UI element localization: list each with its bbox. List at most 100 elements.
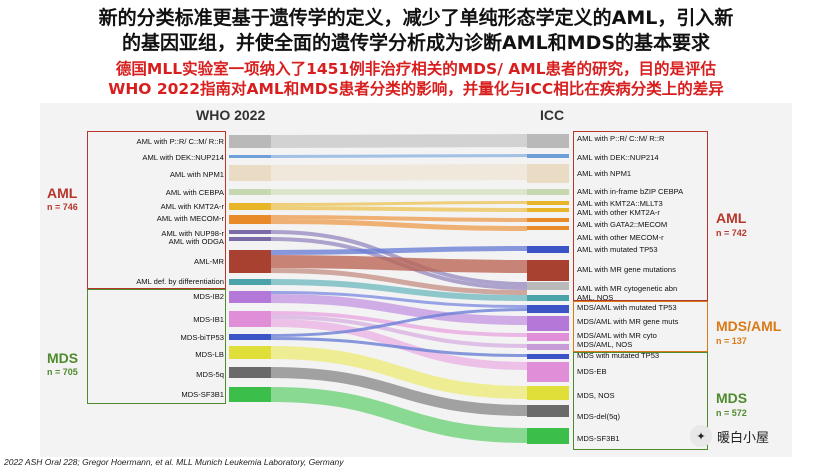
icc-mds-group-count: n = 572 xyxy=(716,408,747,418)
who-node-bar xyxy=(229,215,271,224)
icc-node-bar xyxy=(527,428,569,444)
who-node-label: MDS-LB xyxy=(195,350,224,359)
icc-node-label: AML with KMT2A::MLLT3 xyxy=(577,199,663,208)
icc-node-bar xyxy=(527,164,569,183)
icc-node-bar xyxy=(527,134,569,148)
icc-node-label: MDS-del(5q) xyxy=(577,412,621,421)
icc-node-bar xyxy=(527,405,569,417)
sankey-flow xyxy=(270,367,528,416)
who-aml-group-count: n = 746 xyxy=(47,202,78,212)
sankey-flow xyxy=(270,291,528,308)
icc-mdsaml-group-box xyxy=(573,301,708,352)
brand-watermark: ✦ 暖白小屋 xyxy=(690,425,769,447)
slide-subtitle-line2: WHO 2022指南对AML和MDS患者分类的影响，并量化与ICC相比在疾病分类… xyxy=(108,80,724,98)
icc-node-bar xyxy=(527,246,569,253)
icc-node-label: AML with NPM1 xyxy=(577,169,632,178)
brand-text: 暖白小屋 xyxy=(717,429,770,445)
sankey-flow xyxy=(270,294,528,325)
icc-node-bar xyxy=(527,226,569,230)
who-node-bar xyxy=(229,346,271,359)
icc-mds-group-name: MDS xyxy=(716,390,748,406)
sankey-flow xyxy=(270,279,528,301)
who-node-bar xyxy=(229,237,271,241)
icc-node-bar xyxy=(527,189,569,195)
slide-title-line1: 新的分类标准更基于遗传学的定义，减少了单纯形态学定义的AML，引入新 xyxy=(98,7,734,29)
who-node-bar xyxy=(229,189,271,195)
icc-aml-group-box xyxy=(573,131,708,301)
icc-node-label: MDS/AML, NOS xyxy=(577,340,633,349)
citation-footer: 2022 ASH Oral 228; Gregor Hoermann, et a… xyxy=(4,457,344,467)
sankey-flow xyxy=(270,268,528,295)
who-node-label: AML with ODGA xyxy=(168,237,224,246)
icc-node-bar xyxy=(527,260,569,281)
icc-node-bar xyxy=(527,208,569,212)
icc-node-bar xyxy=(527,305,569,313)
icc-node-bar xyxy=(527,218,569,222)
icc-column-heading: ICC xyxy=(540,107,565,123)
icc-node-bar xyxy=(527,344,569,350)
who-node-label: AML with KMT2A-r xyxy=(160,202,224,211)
icc-node-label: AML with other KMT2A-r xyxy=(577,208,660,217)
who-node-label: MDS-SF3B1 xyxy=(181,390,224,399)
icc-node-bar xyxy=(527,386,569,400)
who-node-label: AML with DEK::NUP214 xyxy=(142,153,224,162)
who-node-bar xyxy=(229,250,271,273)
icc-node-label: AML with MR cytogenetic abn xyxy=(577,284,678,293)
who-node-label: MDS-biTP53 xyxy=(180,333,224,342)
sankey-flow xyxy=(270,387,528,443)
who-node-bar xyxy=(229,230,271,234)
sankey-flow xyxy=(270,255,528,273)
who-aml-group-box xyxy=(87,131,226,289)
who-aml-group-name: AML xyxy=(47,185,78,201)
icc-node-label: MDS-EB xyxy=(577,367,607,376)
icc-node-label: AML with mutated TP53 xyxy=(577,245,658,254)
sankey-flow xyxy=(270,219,528,231)
icc-node-label: MDS-SF3B1 xyxy=(577,434,620,443)
icc-node-label: AML with GATA2::MECOM xyxy=(577,220,668,229)
sankey-flow xyxy=(270,206,528,212)
sankey-flow xyxy=(270,164,528,181)
icc-node-bar xyxy=(527,316,569,331)
who-node-bar xyxy=(229,279,271,285)
icc-node-bar xyxy=(527,333,569,341)
icc-node-label: MDS/AML with mutated TP53 xyxy=(577,303,677,312)
icc-node-label: MDS, NOS xyxy=(577,391,615,400)
who-mds-group-box xyxy=(87,289,226,404)
who-node-bar xyxy=(229,155,271,158)
icc-node-bar xyxy=(527,295,569,301)
icc-node-label: AML with MR gene mutations xyxy=(577,265,676,274)
wechat-icon: ✦ xyxy=(690,425,712,447)
who-node-bar xyxy=(229,334,271,340)
who-node-label: AML with NPM1 xyxy=(169,170,224,179)
sankey-flow xyxy=(270,154,528,158)
icc-node-label: AML with other MECOM-r xyxy=(577,233,664,242)
who-node-label: MDS-IB1 xyxy=(193,315,224,324)
icc-node-label: AML with DEK::NUP214 xyxy=(577,153,659,162)
icc-mdsaml-group-name: MDS/AML xyxy=(716,318,782,334)
icc-node-label: MDS/AML with MR gene muts xyxy=(577,317,679,326)
icc-mdsaml-group-count: n = 137 xyxy=(716,336,747,346)
who-node-label: MDS-5q xyxy=(196,370,224,379)
slide-title-line2: 的基因亚组，并使全面的遗传学分析成为诊断AML和MDS的基本要求 xyxy=(121,32,711,54)
icc-node-label: AML, NOS xyxy=(577,293,614,302)
who-node-label: MDS-IB2 xyxy=(193,292,224,301)
icc-node-bar xyxy=(527,362,569,382)
icc-node-bar xyxy=(527,354,569,359)
sankey-flow xyxy=(270,215,528,222)
who-node-label: AML with P::R/ C::M/ R::R xyxy=(136,137,224,146)
icc-aml-group-name: AML xyxy=(716,210,747,226)
who-node-label: AML with MECOM-r xyxy=(156,214,224,223)
who-mds-group-count: n = 705 xyxy=(47,367,78,377)
sankey-flow xyxy=(270,337,528,357)
icc-node-label: MDS/AML with MR cyto xyxy=(577,331,657,340)
sankey-flow xyxy=(270,134,528,148)
icc-node-bar xyxy=(527,282,569,290)
who-mds-group-name: MDS xyxy=(47,350,79,366)
icc-node-label: MDS with mutated TP53 xyxy=(577,351,660,360)
who-node-bar xyxy=(229,165,271,181)
who-node-label: AML def. by differentiation xyxy=(136,277,224,286)
who-node-label: AML with NUP98-r xyxy=(161,229,224,238)
icc-node-bar xyxy=(527,154,569,158)
sankey-flow xyxy=(270,346,528,399)
sankey-flow xyxy=(270,201,528,206)
